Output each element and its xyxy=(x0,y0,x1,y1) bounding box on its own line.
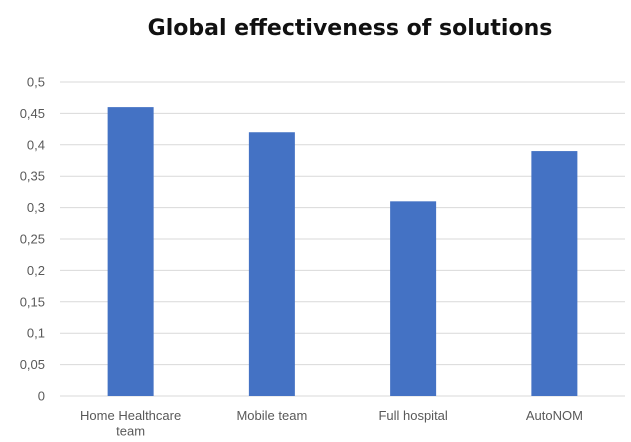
bar xyxy=(531,151,578,396)
y-tick-label: 0,4 xyxy=(27,137,45,152)
y-tick-label: 0,35 xyxy=(20,169,45,184)
x-category-label: Home Healthcare team xyxy=(80,408,181,439)
y-tick-label: 0,1 xyxy=(27,326,45,341)
y-tick-label: 0,15 xyxy=(20,294,45,309)
y-tick-label: 0,45 xyxy=(20,106,45,121)
chart-title: Global effectiveness of solutions xyxy=(148,16,553,41)
y-axis-ticks: 0 0,05 0,1 0,15 0,2 0,25 0,3 0,35 0,4 0,45 0,5 xyxy=(20,75,45,404)
y-tick-label: 0,5 xyxy=(27,75,45,90)
x-category-label: AutoNOM xyxy=(526,408,583,423)
bar xyxy=(390,201,437,396)
bars xyxy=(107,107,578,397)
gridlines xyxy=(60,81,625,397)
bar xyxy=(248,132,295,397)
y-tick-label: 0,2 xyxy=(27,263,45,278)
y-tick-label: 0,3 xyxy=(27,200,45,215)
x-category-label: Full hospital xyxy=(378,408,447,423)
y-tick-label: 0,05 xyxy=(20,357,45,372)
x-category-label: Mobile team xyxy=(236,408,307,423)
y-tick-label: 0,25 xyxy=(20,232,45,247)
bar xyxy=(107,107,154,397)
y-tick-label: 0 xyxy=(38,389,45,404)
x-axis-labels: Home Healthcare team Mobile team Full hospi… xyxy=(80,408,583,439)
